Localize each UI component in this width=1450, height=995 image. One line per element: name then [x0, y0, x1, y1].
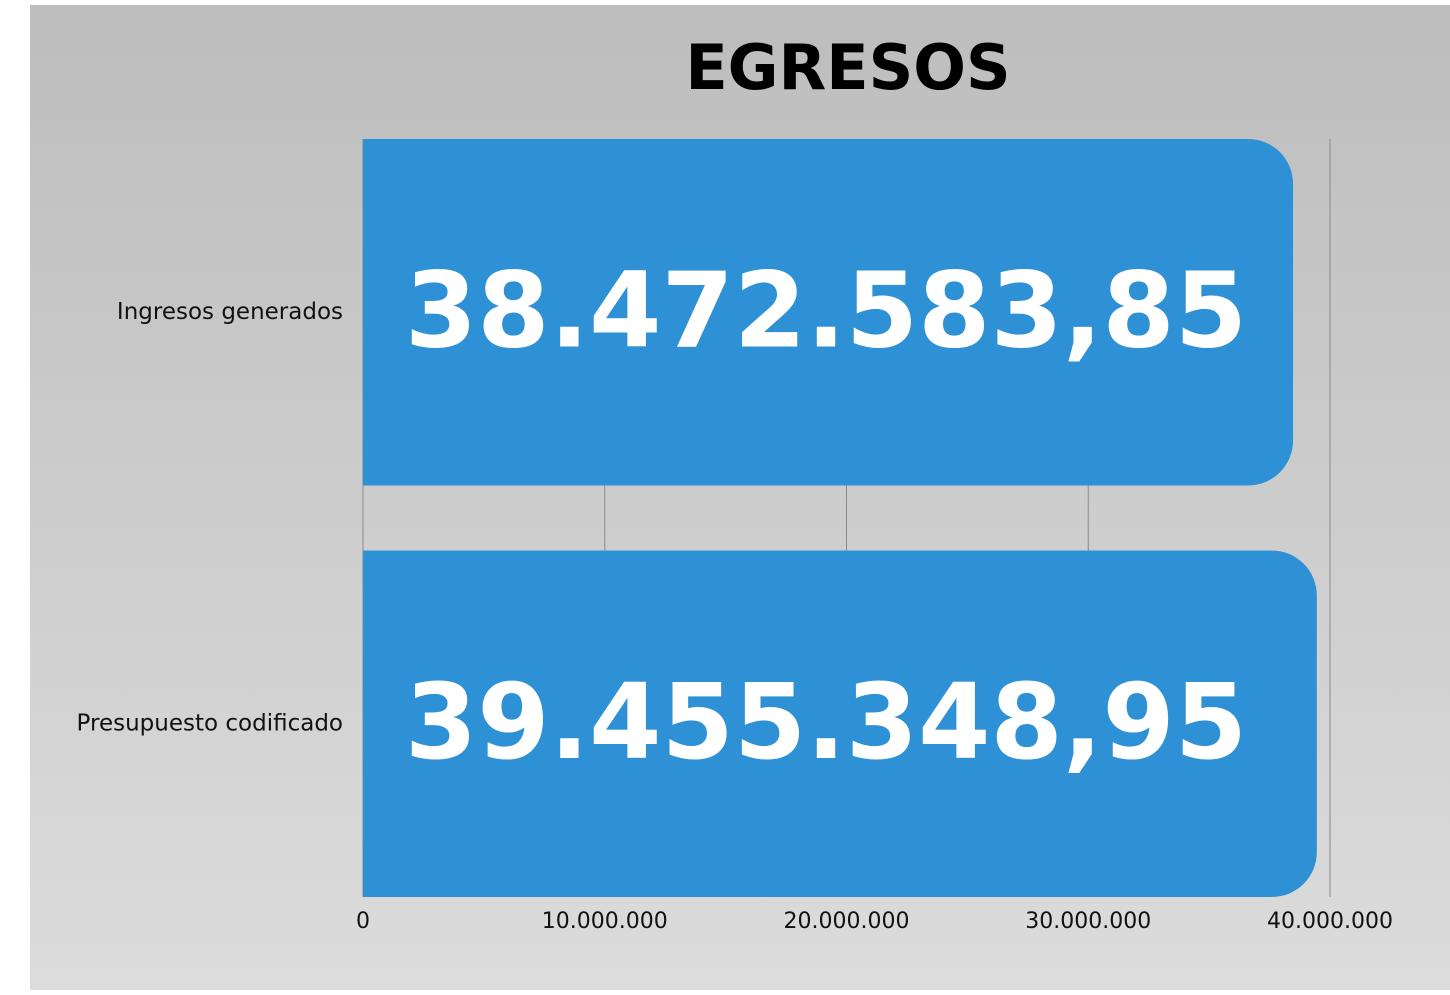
x-tick-label: 10.000.000 [542, 909, 668, 934]
y-tick-label: Ingresos generados [117, 299, 343, 325]
x-tick-label: 20.000.000 [784, 909, 910, 934]
data-label: 39.455.348,95 [405, 661, 1247, 783]
bar [363, 550, 1317, 897]
x-tick-label: 40.000.000 [1267, 909, 1393, 934]
x-tick-label: 0 [356, 909, 370, 934]
y-tick-label: Presupuesto codificado [77, 710, 343, 736]
chart-title: EGRESOS [685, 31, 1010, 104]
data-label: 38.472.583,85 [405, 250, 1247, 372]
x-tick-label: 30.000.000 [1025, 909, 1151, 934]
bar [363, 139, 1294, 486]
